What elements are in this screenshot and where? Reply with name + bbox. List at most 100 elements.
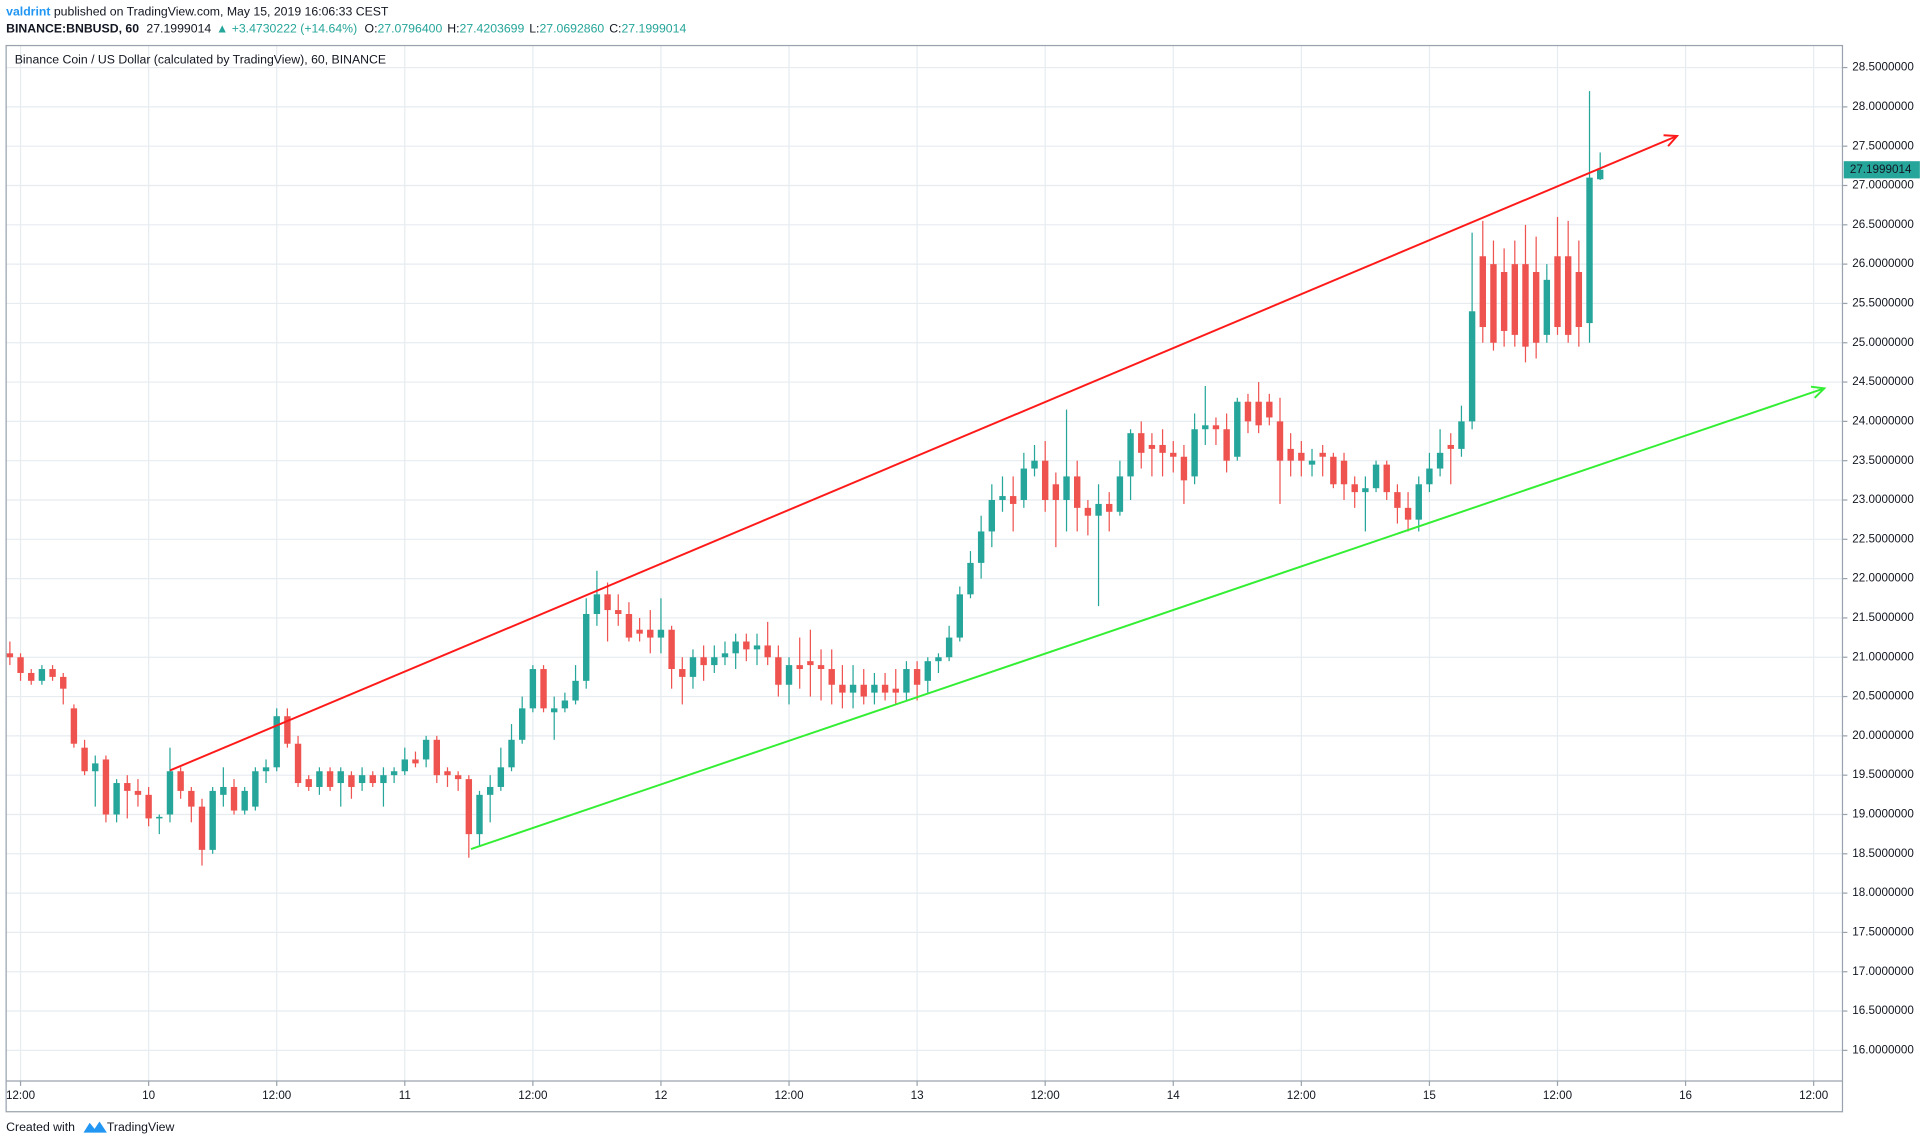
- ohlc-value: 27.4203699: [460, 22, 525, 36]
- candle-body: [775, 657, 782, 685]
- candle-body: [81, 747, 88, 772]
- candle-body: [1063, 476, 1070, 500]
- candle-body: [262, 767, 270, 772]
- candle-body: [647, 629, 654, 638]
- candle-body: [892, 688, 899, 693]
- candle-body: [604, 594, 611, 611]
- candle-body: [166, 771, 174, 815]
- candle-body: [1596, 169, 1604, 180]
- candle-body: [956, 594, 963, 638]
- candle-body: [380, 775, 387, 784]
- change: ▲ +3.4730222 (+14.64%): [216, 22, 357, 36]
- candle-body: [422, 739, 430, 760]
- quote-line: BINANCE:BNBUSD, 60 27.1999014 ▲ +3.4730222…: [6, 22, 686, 36]
- candle-body: [721, 653, 729, 658]
- candle-body: [1116, 476, 1124, 512]
- brand[interactable]: TradingView: [107, 1120, 175, 1134]
- plot-area: [6, 91, 1827, 866]
- candle-body: [572, 680, 579, 701]
- candle-body: [1575, 271, 1583, 328]
- candle-body: [785, 665, 793, 685]
- ohlc-label: O:: [365, 22, 378, 36]
- candle-body: [49, 669, 56, 677]
- candle-body: [1532, 271, 1540, 343]
- x-tick-label: 12:00: [1031, 1089, 1061, 1102]
- candle-body: [1276, 421, 1284, 461]
- candle-body: [209, 790, 216, 850]
- y-tick-label: 27.5000000: [1852, 139, 1914, 152]
- candle-body: [273, 716, 280, 768]
- x-tick-label: 12: [654, 1089, 667, 1102]
- candle-body: [817, 665, 825, 670]
- y-tick-label: 28.5000000: [1852, 61, 1914, 74]
- candle-body: [1287, 448, 1294, 461]
- candle-body: [1319, 452, 1326, 457]
- candle-body: [1127, 433, 1134, 477]
- candle-body: [476, 794, 483, 835]
- candle-body: [1479, 256, 1486, 328]
- candle-body: [977, 531, 985, 563]
- candle-body: [433, 739, 441, 776]
- candle-body: [1500, 271, 1508, 331]
- candle-body: [92, 763, 99, 772]
- candle-body: [412, 759, 419, 764]
- candle-body: [1159, 444, 1166, 453]
- y-tick-label: 18.5000000: [1852, 847, 1914, 860]
- ohlc-label: L:: [529, 22, 539, 36]
- candle-body: [967, 562, 974, 595]
- candle-body: [390, 771, 398, 776]
- candle-body: [540, 669, 547, 709]
- candle-body: [1468, 311, 1476, 422]
- price-tag-label: 27.1999014: [1850, 163, 1912, 176]
- x-tick-label: 12:00: [6, 1089, 36, 1102]
- candle-body: [1095, 503, 1102, 516]
- candle-body: [1351, 484, 1358, 493]
- candle-body: [1436, 452, 1444, 469]
- candle-body: [764, 645, 771, 658]
- candle-body: [497, 767, 505, 787]
- candle-body: [1202, 425, 1209, 430]
- x-tick-label: 12:00: [774, 1089, 804, 1102]
- candle-body: [1031, 460, 1038, 469]
- y-tick-label: 22.0000000: [1852, 572, 1914, 585]
- y-tick-label: 21.0000000: [1852, 650, 1914, 663]
- y-tick-label: 18.0000000: [1852, 886, 1914, 899]
- candle-body: [1564, 256, 1572, 335]
- ohlc-label: H:: [447, 22, 459, 36]
- candle-body: [679, 669, 686, 677]
- candle-body: [1052, 484, 1060, 500]
- y-tick-label: 21.5000000: [1852, 611, 1914, 624]
- x-tick-label: 13: [911, 1089, 924, 1102]
- y-tick-label: 24.0000000: [1852, 414, 1914, 427]
- chart-title: Binance Coin / US Dollar (calculated by …: [15, 53, 386, 67]
- ohlc-value: 27.0692860: [539, 22, 604, 36]
- candle-body: [1447, 444, 1454, 449]
- candle-body: [668, 629, 675, 670]
- footer: Created with TradingView: [6, 1120, 174, 1134]
- x-tick-label: 12:00: [1543, 1089, 1573, 1102]
- candle-body: [1511, 264, 1519, 335]
- candle-body: [807, 661, 814, 666]
- candle-body: [1522, 264, 1529, 347]
- y-tick-label: 28.0000000: [1852, 100, 1914, 113]
- candle-body: [1362, 488, 1369, 493]
- candle-body: [593, 594, 601, 614]
- candle-body: [252, 771, 259, 807]
- y-tick-label: 17.0000000: [1852, 965, 1914, 978]
- x-tick-label: 12:00: [1287, 1089, 1317, 1102]
- ohlc-value: 27.0796400: [377, 22, 442, 36]
- candle-body: [657, 629, 665, 638]
- candle-body: [753, 645, 761, 650]
- symbol: BINANCE:BNBUSD, 60: [6, 22, 139, 36]
- candle-body: [1074, 476, 1081, 508]
- candle-body: [220, 786, 227, 795]
- candle-body: [60, 676, 67, 689]
- candle-body: [1148, 444, 1156, 449]
- x-tick-label: 16: [1679, 1089, 1692, 1102]
- x-tick-label: 14: [1167, 1089, 1180, 1102]
- y-tick-label: 26.0000000: [1852, 257, 1914, 270]
- candle-body: [28, 672, 35, 681]
- author[interactable]: valdrint: [6, 5, 50, 19]
- y-tick-label: 19.5000000: [1852, 768, 1914, 781]
